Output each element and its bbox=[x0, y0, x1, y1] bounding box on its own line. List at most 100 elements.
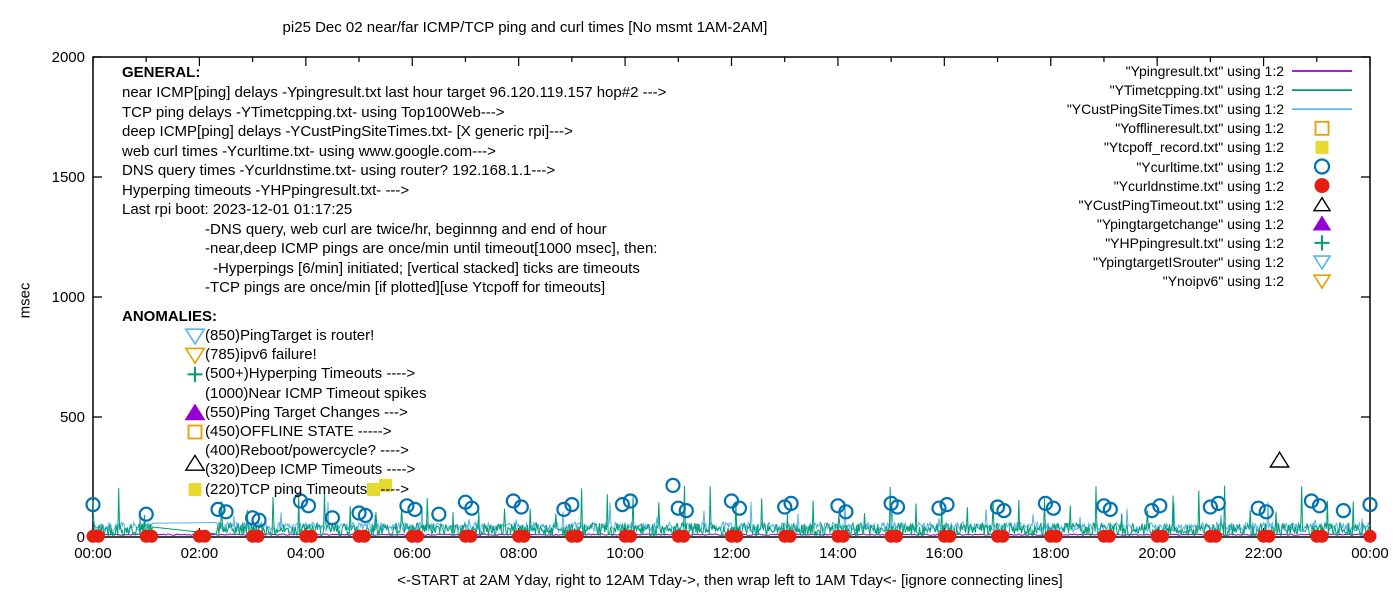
legend-label: "Ypingresult.txt" using 1:2 bbox=[1125, 63, 1284, 79]
legend-sample-triangle-down-open bbox=[1312, 255, 1332, 271]
general-line: deep ICMP[ping] delays -YCustPingSiteTim… bbox=[122, 123, 573, 140]
x-tick-label: 12:00 bbox=[712, 545, 751, 562]
point-Ycurltime.txt bbox=[300, 498, 317, 514]
point-Ycurldnstime.txt bbox=[783, 529, 797, 543]
point-Ycurldnstime.txt bbox=[304, 529, 318, 543]
y-tick-label: 0 bbox=[76, 529, 85, 546]
x-tick-label: 04:00 bbox=[287, 545, 325, 562]
point-Ycurltime.txt bbox=[564, 497, 580, 513]
y-tick-label: 2000 bbox=[51, 49, 85, 66]
legend-label: "Ynoipv6" using 1:2 bbox=[1162, 273, 1284, 290]
general-line: -DNS query, web curl are twice/hr, begin… bbox=[205, 220, 607, 238]
point-Ycurltime.txt bbox=[1202, 499, 1218, 515]
x-axis-label: <-START at 2AM Yday, right to 12AM Tday-… bbox=[397, 572, 1063, 589]
general-line: Hyperping timeouts -YHPpingresult.txt- -… bbox=[122, 181, 410, 199]
point-Ycurltime.txt bbox=[723, 493, 740, 509]
point-Ycurltime.txt bbox=[1210, 495, 1226, 511]
point-Ycurldnstime.txt bbox=[1315, 529, 1329, 543]
anomaly-line: (400)Reboot/powercycle? ----> bbox=[205, 442, 409, 460]
general-line: TCP ping delays -YTimetcpping.txt- using… bbox=[122, 103, 505, 121]
point-Ycurltime.txt bbox=[1311, 498, 1328, 514]
point-Ycurldnstime.txt bbox=[251, 529, 265, 543]
legend-label: "YCustPingTimeout.txt" using 1:2 bbox=[1078, 196, 1284, 213]
point-Ytcpoff_record.txt bbox=[379, 478, 393, 492]
point-Ycurldnstime.txt bbox=[357, 529, 371, 543]
series-YCustPingSiteTimes.txt bbox=[92, 501, 1371, 534]
general-line: DNS query times -Ycurldnstime.txt- using… bbox=[122, 162, 556, 179]
anomalies-header: ANOMALIES: bbox=[122, 308, 217, 325]
legend-label: "Ycurltime.txt" using 1:2 bbox=[1136, 158, 1284, 175]
point-Ycurldnstime.txt bbox=[1049, 529, 1063, 543]
point-Ycurltime.txt bbox=[1102, 501, 1118, 517]
point-Ycurldnstime.txt bbox=[623, 529, 637, 543]
anomaly-text: (220)TCP ping Timeouts bbox=[205, 480, 368, 498]
point-Ycurldnstime.txt bbox=[730, 529, 744, 543]
legend-label: "YHPpingresult.txt" using 1:2 bbox=[1105, 234, 1284, 251]
point-Ycurldnstime.txt bbox=[889, 529, 903, 543]
anomaly-line: (850)PingTarget is router! bbox=[205, 327, 375, 344]
x-tick-label: 22:00 bbox=[1244, 545, 1283, 562]
anomaly-marker-icon bbox=[187, 424, 203, 440]
point-Ycurltime.txt bbox=[1037, 495, 1054, 511]
point-Ycurltime.txt bbox=[292, 493, 309, 509]
point-Ycurltime.txt bbox=[996, 503, 1012, 519]
legend-sample-triangle-up-open bbox=[1312, 196, 1332, 212]
point-Ycurltime.txt bbox=[210, 501, 226, 517]
point-Ycurltime.txt bbox=[838, 504, 854, 520]
point-Ycurltime.txt bbox=[939, 497, 955, 513]
point-Ycurldnstime.txt bbox=[91, 529, 105, 543]
general-line: web curl times -Ycurltime.txt- using www… bbox=[122, 142, 496, 160]
point-Ycurltime.txt bbox=[85, 497, 101, 513]
legend-label: "YpingtargetISrouter" using 1:2 bbox=[1092, 254, 1284, 270]
legend-sample-square-filled bbox=[1315, 140, 1329, 154]
y-axis-label: msec bbox=[16, 282, 34, 319]
point-Ycurldnstime.txt bbox=[1155, 529, 1169, 543]
y-tick-label: 1000 bbox=[51, 289, 85, 306]
point-Ycurltime.txt bbox=[464, 500, 480, 516]
x-tick-label: 20:00 bbox=[1138, 545, 1176, 562]
general-line: -TCP pings are once/min [if plotted][use… bbox=[205, 279, 606, 296]
point-Ycurltime.txt bbox=[622, 493, 639, 509]
legend-label: "Ytcpoff_record.txt" using 1:2 bbox=[1103, 139, 1284, 156]
point-Ycurltime.txt bbox=[1362, 497, 1378, 513]
point-Ycurltime.txt bbox=[1258, 504, 1274, 520]
point-Ycurldnstime.txt bbox=[836, 529, 850, 543]
point-Ycurltime.txt bbox=[407, 501, 423, 517]
x-tick-label: 08:00 bbox=[499, 545, 538, 562]
general-line: -Hyperpings [6/min] initiated; [vertical… bbox=[213, 259, 640, 277]
x-tick-label: 10:00 bbox=[606, 545, 644, 562]
point-Ycurltime.txt bbox=[678, 503, 694, 519]
anomaly-marker-icon bbox=[184, 454, 206, 471]
general-line: -near,deep ICMP pings are once/min until… bbox=[205, 240, 658, 257]
point-Ycurltime.txt bbox=[665, 477, 681, 493]
point-Ycurltime.txt bbox=[889, 499, 906, 515]
x-tick-label: 00:00 bbox=[1351, 545, 1389, 562]
legend-sample-triangle-up-filled bbox=[1312, 215, 1332, 231]
anomaly-line: (785)ipv6 failure! bbox=[205, 346, 317, 364]
anomaly-line: (220)TCP ping Timeouts ----> bbox=[205, 481, 409, 498]
point-YCustPingTimeout.txt bbox=[1269, 450, 1291, 468]
anomaly-line: (450)OFFLINE STATE -----> bbox=[205, 423, 392, 440]
point-Ycurltime.txt bbox=[431, 506, 447, 522]
x-tick-label: 06:00 bbox=[393, 545, 432, 562]
point-Ycurltime.txt bbox=[1045, 500, 1062, 516]
point-Ycurltime.txt bbox=[138, 506, 154, 522]
point-Ycurldnstime.txt bbox=[411, 529, 425, 543]
general-line: near ICMP[ping] delays -Ypingresult.txt … bbox=[122, 84, 667, 101]
tcp-timeout-square-icon bbox=[367, 482, 381, 496]
point-Ycurldnstime.txt bbox=[1209, 529, 1223, 543]
point-Ycurltime.txt bbox=[614, 497, 631, 513]
point-Ycurltime.txt bbox=[556, 501, 572, 517]
legend-label: "YTimetcpping.txt" using 1:2 bbox=[1109, 82, 1284, 99]
point-Ycurldnstime.txt bbox=[1102, 529, 1116, 543]
point-Ycurldnstime.txt bbox=[943, 529, 957, 543]
point-Ycurldnstime.txt bbox=[517, 529, 531, 543]
point-Ycurldnstime.txt bbox=[1363, 529, 1377, 543]
point-Ycurltime.txt bbox=[1152, 498, 1168, 514]
y-tick-label: 1500 bbox=[51, 169, 85, 186]
point-Ycurldnstime.txt bbox=[1262, 529, 1276, 543]
x-tick-label: 14:00 bbox=[819, 545, 857, 562]
point-Ycurltime.txt bbox=[1250, 500, 1266, 516]
